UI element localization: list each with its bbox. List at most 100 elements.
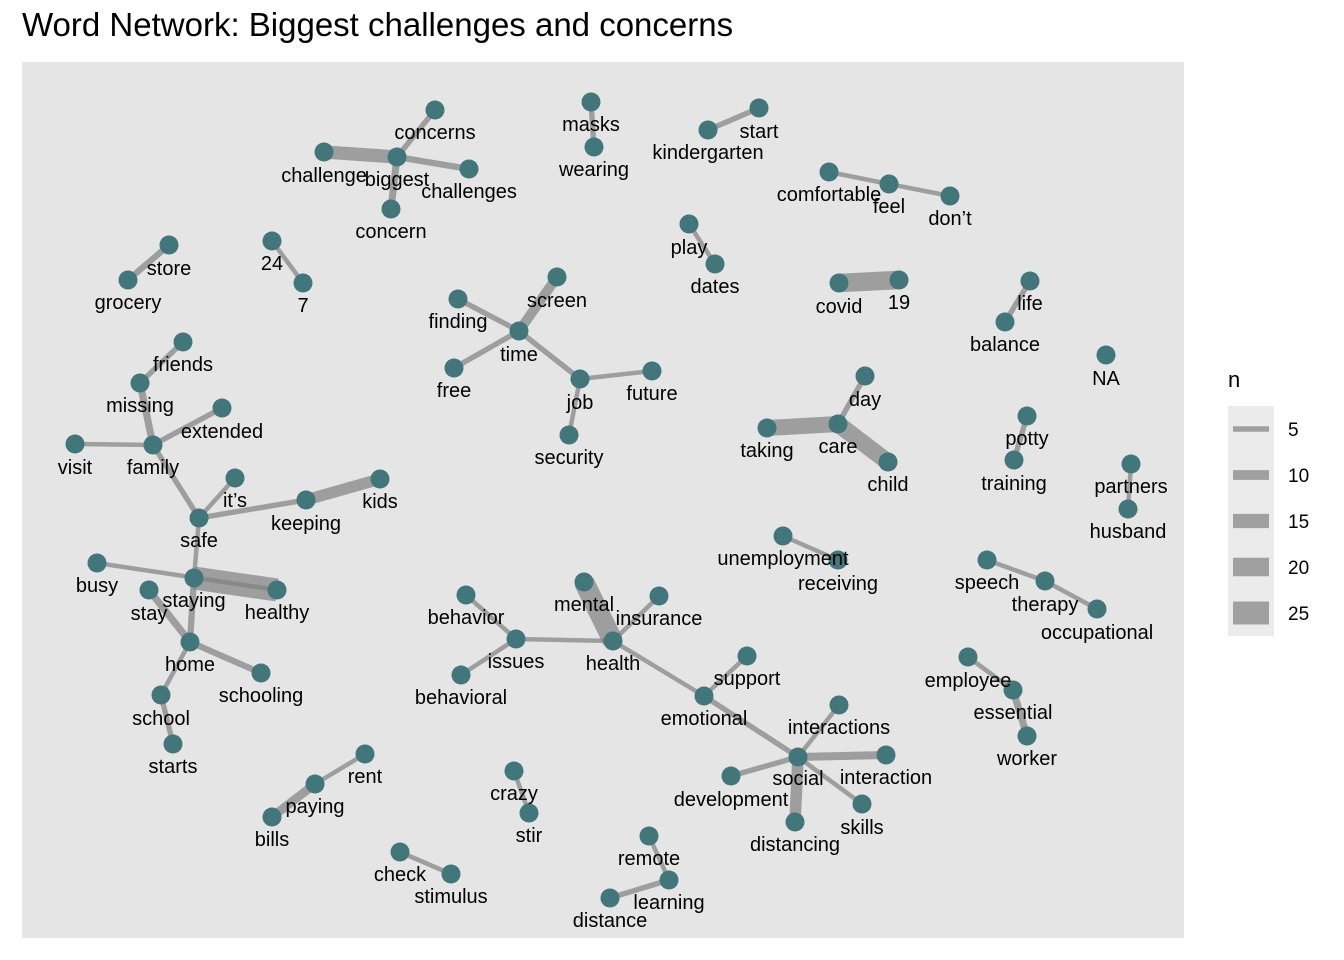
edge-rent-paying xyxy=(313,752,367,786)
node-store xyxy=(159,235,179,255)
legend-label-15: 15 xyxy=(1288,512,1309,533)
node-child xyxy=(878,452,898,472)
label-development: development xyxy=(674,789,789,811)
label-kindergarten: kindergarten xyxy=(652,142,763,164)
edge-screen-time xyxy=(514,274,562,334)
label-challenge: challenge xyxy=(281,165,367,187)
label-schooling: schooling xyxy=(219,685,304,707)
label-its: it’s xyxy=(223,490,247,512)
node-partners xyxy=(1121,454,1141,474)
node-taking xyxy=(757,418,777,438)
label-friends: friends xyxy=(153,354,213,376)
node-distance xyxy=(600,888,620,908)
label-remote: remote xyxy=(618,848,680,870)
node-security xyxy=(559,425,579,445)
label-health: health xyxy=(586,653,641,675)
edge-unemployment-receiving xyxy=(782,533,839,563)
node-skills xyxy=(852,794,872,814)
edge-issues-health xyxy=(515,636,614,644)
node-rent xyxy=(355,744,375,764)
label-distance: distance xyxy=(573,910,648,932)
label-NA: NA xyxy=(1092,368,1120,390)
label-stir: stir xyxy=(516,825,543,847)
node-keeping xyxy=(296,490,316,510)
node-future xyxy=(642,361,662,381)
edge-social-interactions xyxy=(796,703,841,759)
label-future: future xyxy=(626,383,677,405)
node-interactions xyxy=(829,695,849,715)
node-therapy xyxy=(1035,571,1055,591)
label-taking: taking xyxy=(740,440,793,462)
node-speech xyxy=(977,550,997,570)
edge-taking-care xyxy=(766,416,839,436)
label-biggest: biggest xyxy=(365,169,430,191)
node-start xyxy=(749,98,769,118)
edge-keeping-safe xyxy=(198,497,307,521)
chart-title: Word Network: Biggest challenges and con… xyxy=(22,6,734,43)
label-life: life xyxy=(1017,293,1043,315)
edge-missing-friends xyxy=(138,340,185,385)
node-biggest xyxy=(387,147,407,167)
node-health xyxy=(603,631,623,651)
edge-emotional-social xyxy=(702,693,800,760)
node-concerns xyxy=(425,100,445,120)
edge-keeping-kids xyxy=(304,473,382,506)
legend-label-25: 25 xyxy=(1288,604,1309,625)
node-social xyxy=(788,747,808,767)
node-concern xyxy=(381,199,401,219)
edge-behavioral-issues xyxy=(459,637,518,677)
node-healthy xyxy=(267,580,287,600)
label-learning: learning xyxy=(633,892,704,914)
plot-panel xyxy=(22,62,1184,938)
node-starts xyxy=(163,734,183,754)
edge-challenge-biggest xyxy=(323,145,398,164)
node-dates xyxy=(705,254,725,274)
label-n7: 7 xyxy=(297,295,308,317)
label-n19: 19 xyxy=(888,292,910,314)
edge-speech-therapy xyxy=(986,557,1046,584)
node-balance xyxy=(995,312,1015,332)
legend-label-20: 20 xyxy=(1288,558,1309,579)
edge-social-skills xyxy=(796,755,864,806)
node-receiving xyxy=(828,550,848,570)
node-unemployment xyxy=(773,526,793,546)
edge-social-development xyxy=(730,754,799,779)
node-learning xyxy=(659,870,679,890)
edge-distance-learning xyxy=(609,877,670,901)
label-partners: partners xyxy=(1094,476,1167,498)
edge-home-school xyxy=(159,640,192,697)
node-missing xyxy=(130,373,150,393)
node-feel xyxy=(879,174,899,194)
label-support: support xyxy=(714,668,781,690)
label-essential: essential xyxy=(974,702,1053,724)
label-balance: balance xyxy=(970,334,1040,356)
label-home: home xyxy=(165,654,215,676)
node-insurance xyxy=(649,586,669,606)
label-visit: visit xyxy=(58,457,93,479)
label-distancing: distancing xyxy=(750,834,840,856)
node-covid xyxy=(829,273,849,293)
node-challenge xyxy=(314,142,334,162)
label-insurance: insurance xyxy=(616,608,703,630)
label-grocery: grocery xyxy=(95,292,162,314)
label-challenges: challenges xyxy=(421,181,517,203)
edge-visit-family xyxy=(74,441,154,448)
label-comfortable: comfortable xyxy=(777,184,882,206)
edge-job-security xyxy=(566,378,583,436)
node-family xyxy=(143,435,163,455)
edge-safe-staying xyxy=(191,517,202,579)
label-dates: dates xyxy=(691,276,740,298)
edge-behavior-issues xyxy=(464,593,518,641)
label-unemployment: unemployment xyxy=(717,548,849,570)
edge-time-job xyxy=(517,328,582,382)
node-staying xyxy=(184,568,204,588)
label-stay: stay xyxy=(131,603,168,625)
label-bills: bills xyxy=(255,829,289,851)
label-family: family xyxy=(127,457,179,479)
label-starts: starts xyxy=(149,756,198,778)
label-child: child xyxy=(867,474,908,496)
node-screen xyxy=(547,267,567,287)
label-day: day xyxy=(849,389,881,411)
